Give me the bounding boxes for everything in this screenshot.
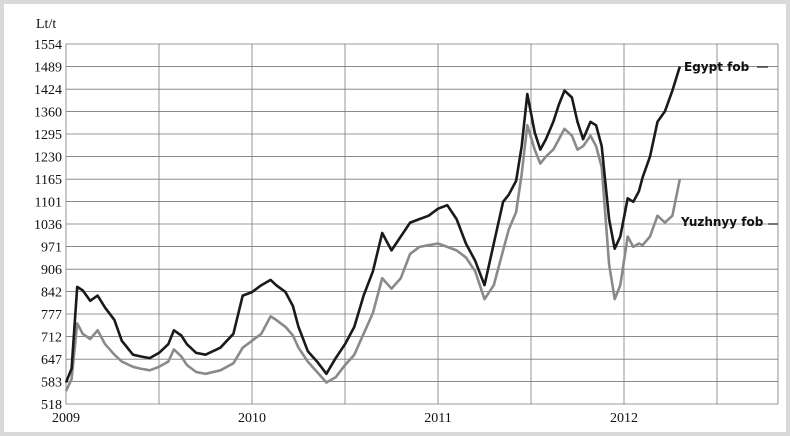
- x-tick-label: 2011: [424, 411, 451, 426]
- y-tick-label: 777: [41, 308, 62, 323]
- series-lines: [64, 66, 682, 392]
- y-tick-label: 1360: [34, 105, 62, 120]
- x-tick-label: 2012: [610, 411, 638, 426]
- y-tick-label: 518: [41, 398, 62, 413]
- series-labels: Egypt fob Yuzhnyy fob: [680, 60, 778, 229]
- y-tick-label: 906: [41, 263, 62, 278]
- y-unit-label: Lt/t: [36, 17, 56, 32]
- y-tick-label: 1230: [34, 151, 62, 166]
- legend-label-egypt-fob: Egypt fob: [684, 60, 750, 74]
- y-tick-label: 1295: [34, 128, 62, 143]
- x-tick-label: 2009: [52, 411, 80, 426]
- y-tick-label: 1036: [34, 218, 62, 233]
- y-tick-label: 1165: [35, 173, 62, 188]
- y-tick-label: 712: [41, 331, 62, 346]
- y-axis-ticks: 518 583 647 712 777 842 906 971 1036 1101 1165 1230…: [34, 38, 62, 413]
- legend-label-yuzhnyy-fob: Yuzhnyy fob: [680, 215, 764, 229]
- x-tick-label: 2010: [238, 411, 266, 426]
- y-tick-label: 1101: [35, 195, 62, 210]
- series-line-yuzhnyy-fob: [64, 124, 682, 392]
- chart-grid: [65, 43, 779, 405]
- y-tick-label: 1424: [34, 83, 62, 98]
- x-axis-ticks: 2009 2010 2011 2012: [52, 411, 638, 426]
- y-tick-label: 583: [41, 375, 62, 390]
- y-tick-label: 971: [41, 241, 62, 256]
- y-tick-label: 1489: [34, 61, 62, 76]
- y-tick-label: 647: [41, 353, 62, 368]
- series-line-egypt-fob: [64, 66, 682, 383]
- y-tick-label: 1554: [34, 38, 62, 53]
- y-tick-label: 842: [41, 285, 62, 300]
